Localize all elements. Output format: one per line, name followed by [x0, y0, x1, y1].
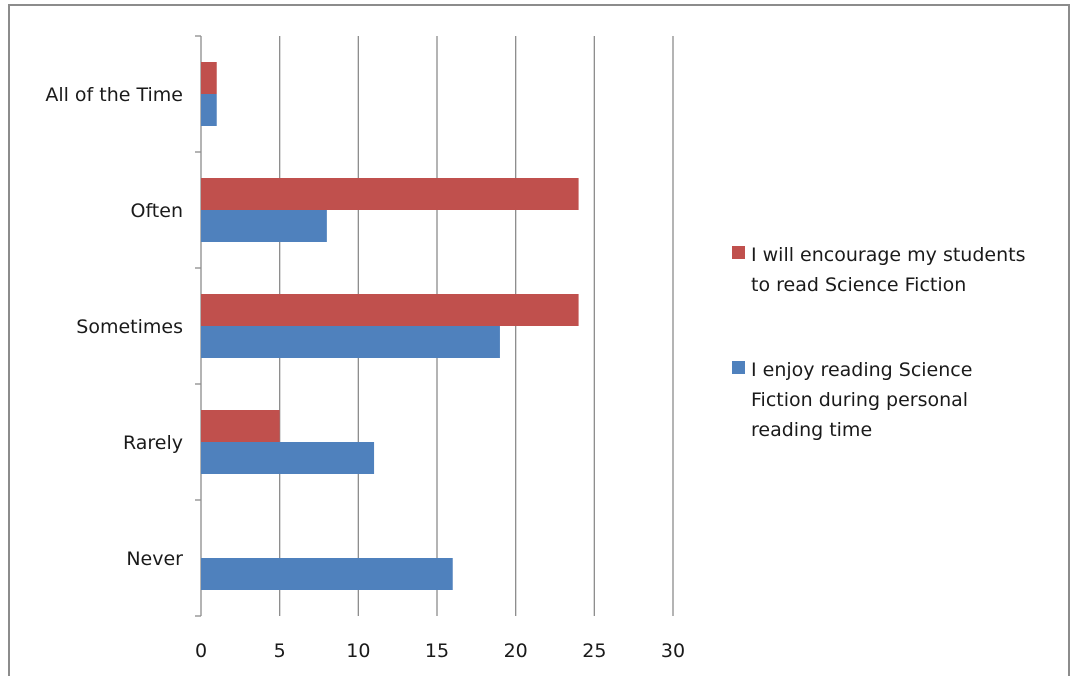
bar-chart: 0 5 10 15 20 25 30 All of the Time Often Sometime… — [45, 35, 1025, 662]
bar-encourage-rarely — [201, 410, 280, 442]
bar-encourage-all-of-the-time — [201, 62, 217, 94]
bar-enjoy-all-of-the-time — [201, 94, 217, 126]
y-tick-label: Often — [131, 200, 184, 222]
tick-labels: 0 5 10 15 20 25 30 All of the Time Often Sometime… — [45, 84, 685, 662]
y-tick-label: All of the Time — [45, 84, 183, 106]
legend: I will encourage my students to read Scie… — [732, 244, 1025, 441]
bars — [201, 62, 579, 590]
x-tick-label-5: 5 — [274, 640, 286, 662]
axes — [195, 35, 202, 617]
x-tick-label-10: 10 — [346, 640, 370, 662]
y-tick-label: Never — [126, 548, 183, 570]
bar-enjoy-often — [201, 210, 327, 242]
x-tick-label-25: 25 — [582, 640, 606, 662]
bar-encourage-often — [201, 178, 579, 210]
legend-swatch — [732, 361, 745, 374]
bar-encourage-sometimes — [201, 294, 579, 326]
x-tick-label-0: 0 — [195, 640, 207, 662]
legend-label: I will encourage my students to read Scie… — [751, 244, 1025, 296]
y-tick-label: Sometimes — [76, 316, 183, 338]
x-tick-label-15: 15 — [425, 640, 449, 662]
bar-enjoy-rarely — [201, 442, 375, 474]
bar-enjoy-sometimes — [201, 326, 500, 358]
legend-label: I enjoy reading Science Fiction during pe… — [751, 359, 972, 441]
chart-frame: 0 5 10 15 20 25 30 All of the Time Often Sometime… — [8, 4, 1070, 676]
x-tick-label-30: 30 — [661, 640, 685, 662]
legend-swatch — [732, 246, 745, 259]
bar-enjoy-never — [201, 558, 453, 590]
y-tick-label: Rarely — [123, 432, 183, 454]
x-tick-label-20: 20 — [504, 640, 528, 662]
